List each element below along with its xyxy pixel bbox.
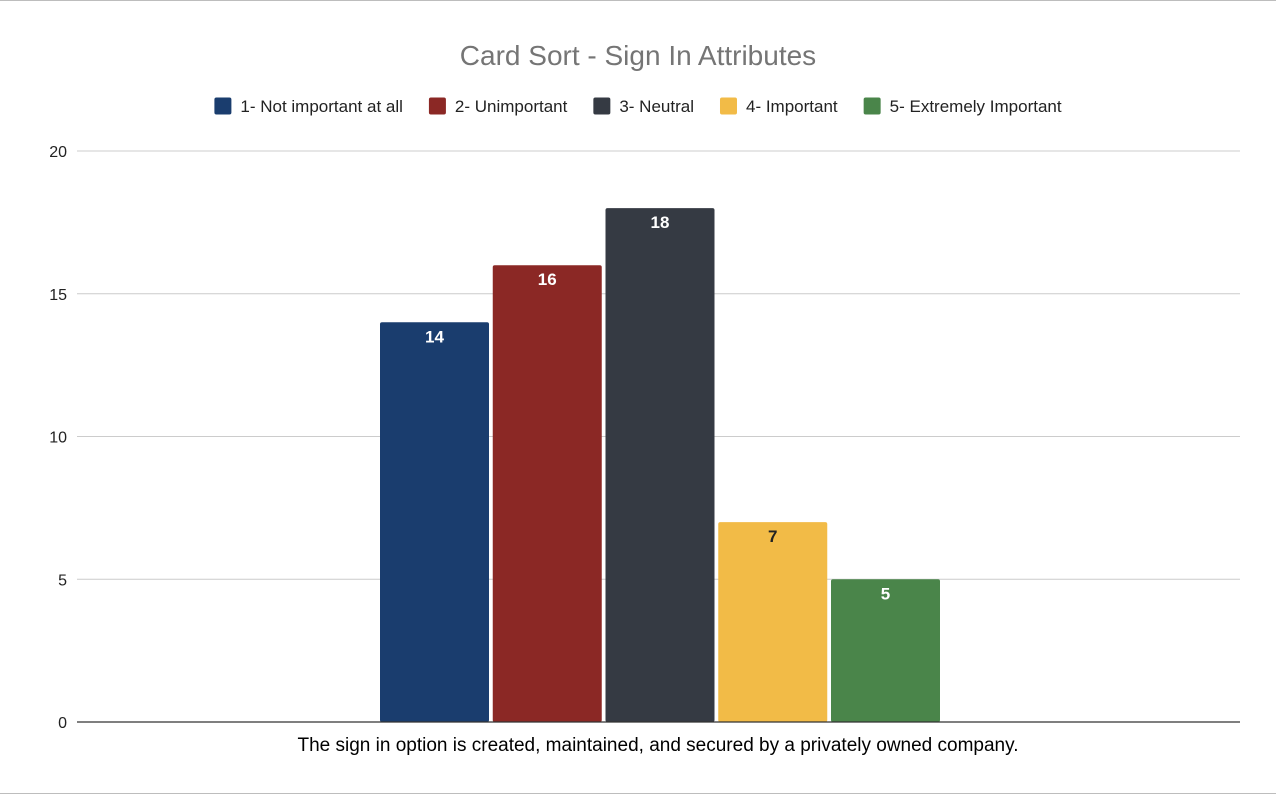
bar-value-label: 7 [768,527,777,546]
data-labels: 14 16 18 7 5 [425,213,890,603]
y-tick-label: 0 [58,715,67,732]
bar-series-4 [718,522,828,722]
legend-label: 1- Not important at all [240,97,403,116]
y-axis-ticks: 0 5 10 15 20 [49,144,67,732]
bar-value-label: 5 [881,584,890,603]
legend-swatch-1 [214,97,232,115]
y-tick-label: 10 [49,430,67,447]
y-tick-label: 15 [49,287,67,304]
bar-series-2 [492,265,602,722]
x-axis-category-label: The sign in option is created, maintaine… [297,735,1018,756]
bar-value-label: 18 [651,213,670,232]
bar-value-label: 16 [538,270,557,289]
y-tick-label: 20 [49,144,67,161]
legend-label: 5- Extremely Important [890,97,1062,116]
legend-label: 3- Neutral [619,97,694,116]
legend-swatch-4 [719,97,737,115]
legend-swatch-5 [863,97,881,115]
bar-series-1 [380,322,489,722]
bar-series-5 [831,579,940,722]
chart-title: Card Sort - Sign In Attributes [460,40,816,71]
legend-label: 2- Unimportant [455,97,568,116]
legend-swatch-3 [593,97,611,115]
bar-series-3 [605,208,715,723]
legend-label: 4- Important [746,97,838,116]
legend-swatch-2 [428,97,446,115]
bar-value-label: 14 [425,327,444,346]
legend: 1- Not important at all 2- Unimportant 3- … [214,97,1062,116]
bars [380,208,940,723]
y-tick-label: 5 [58,572,67,589]
